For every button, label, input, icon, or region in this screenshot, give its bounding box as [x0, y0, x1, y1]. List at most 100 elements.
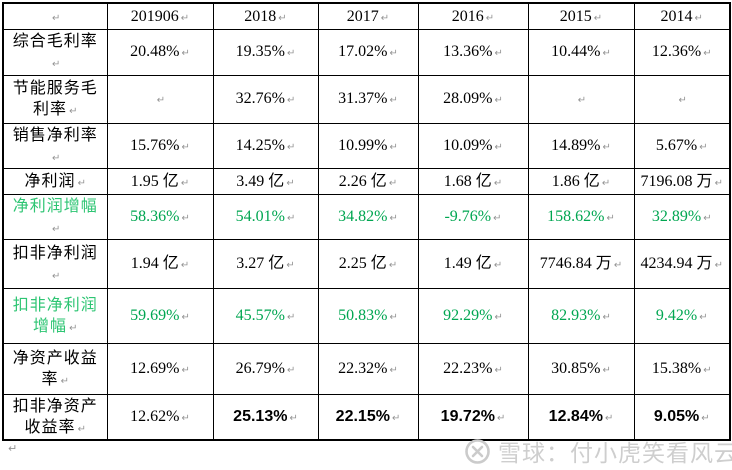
table-row-non-gaap-roe: 扣非净资产收益率 ↵ 12.62% ↵ 25.13% ↵ 22.15% ↵ 19.72%… [2, 393, 731, 441]
cell-value: 15.38% [651, 360, 702, 378]
cell-value: 14.25% [235, 137, 285, 155]
line-break-mark-icon: ↵ [699, 142, 708, 154]
cell-value: 5.67% [655, 137, 698, 155]
value-cell: 9.05% ↵ [633, 393, 731, 441]
value-cell: 82.93% ↵ [527, 287, 635, 344]
cell-value: 59.69% [130, 307, 180, 325]
line-break-mark-icon: ↵ [602, 365, 611, 377]
value-cell: 17.02% ↵ [317, 28, 419, 76]
cell-value: 58.36% [130, 208, 180, 226]
value-cell: 10.09% ↵ [417, 122, 529, 169]
value-cell: 20.48% ↵ [106, 28, 214, 76]
table-row-net-profit-growth: 净利润增幅↵ 58.36% ↵ 54.01% ↵ 34.82% ↵ -9.76% ↵ 1… [2, 193, 731, 240]
cell-value: 1.49 亿 [443, 255, 492, 273]
line-break-mark-icon: ↵ [714, 177, 723, 189]
line-break-mark-icon: ↵ [77, 424, 86, 436]
financial-metrics-table: ↵ 201906 ↵ 2018 ↵ 2017 ↵ 2016 ↵ 2015 ↵ 2014 ↵ … [2, 2, 731, 442]
year-header-cell: 2014 ↵ [633, 2, 731, 30]
value-cell: 1.95 亿 ↵ [106, 167, 214, 195]
value-cell: 50.83% ↵ [317, 287, 419, 344]
line-break-mark-icon: ↵ [52, 59, 61, 70]
line-break-mark-icon: ↵ [181, 365, 190, 377]
line-break-mark-icon: ↵ [602, 142, 611, 154]
table-row-energy-service-margin: 节能服务毛利率 ↵ ↵ 32.76% ↵ 31.37% ↵ 28.09% ↵ ↵ ↵ [2, 74, 731, 124]
cell-value: 1.94 亿 [130, 255, 179, 273]
cell-value: 9.05% [653, 408, 700, 426]
cell-value: 1.68 亿 [443, 172, 492, 190]
line-break-mark-icon: ↵ [278, 12, 287, 24]
row-label: 销售净利率 ↵ [2, 122, 108, 169]
cell-value: 13.36% [443, 43, 493, 61]
line-break-mark-icon: ↵ [77, 177, 86, 189]
value-cell: 15.76% ↵ [106, 122, 214, 169]
cell-value: 9.42% [655, 307, 698, 325]
line-break-mark-icon: ↵ [286, 260, 295, 272]
line-break-mark-icon: ↵ [60, 375, 69, 387]
cell-value: 1.95 亿 [130, 172, 179, 190]
row-label-text: 扣非净利润增幅 [12, 296, 98, 335]
cell-value: 22.23% [443, 360, 493, 378]
cell-value: 22.15% [335, 408, 390, 426]
cell-value: 26.79% [235, 360, 285, 378]
value-cell: 3.27 亿 ↵ [212, 238, 319, 289]
cell-value: 3.49 亿 [236, 172, 285, 190]
cell-value: 20.48% [130, 43, 180, 61]
line-break-mark-icon: ↵ [494, 312, 503, 324]
line-break-mark-icon: ↵ [181, 48, 190, 60]
value-cell: 5.67% ↵ [633, 122, 731, 169]
line-break-mark-icon: ↵ [286, 365, 296, 377]
cell-value: 54.01% [235, 208, 285, 226]
table-row-gross-margin: 综合毛利率↵ 20.48% ↵ 19.35% ↵ 17.02% ↵ 13.36% ↵ 1… [2, 28, 731, 76]
year-label: 2016 [451, 7, 484, 25]
line-break-mark-icon: ↵ [494, 365, 503, 377]
cell-value: 3.27 亿 [236, 255, 285, 273]
value-cell: 45.57% ↵ [212, 287, 319, 344]
line-break-mark-icon: ↵ [494, 48, 503, 60]
line-break-mark-icon: ↵ [694, 12, 703, 24]
cell-value: 17.02% [338, 43, 388, 61]
line-break-mark-icon: ↵ [181, 142, 190, 154]
value-cell: 22.15% ↵ [317, 393, 419, 441]
table-row-net-profit: 净利润 ↵ 1.95 亿 ↵ 3.49 亿 ↵ 2.26 亿 ↵ 1.68 亿 ↵ 1.8… [2, 167, 731, 195]
year-header-cell: 2015 ↵ [527, 2, 635, 30]
value-cell: 59.69% ↵ [106, 287, 214, 344]
cell-value: 32.89% [651, 208, 702, 226]
line-break-mark-icon: ↵ [380, 12, 390, 24]
line-break-mark-icon: ↵ [180, 260, 190, 272]
value-cell: 31.37% ↵ [317, 74, 419, 124]
line-break-mark-icon: ↵ [286, 213, 296, 225]
row-label-text: 净利润增幅 [12, 197, 98, 215]
line-break-mark-icon: ↵ [493, 177, 503, 189]
value-cell: 32.89% ↵ [633, 193, 731, 240]
value-cell: 3.49 亿 ↵ [212, 167, 319, 195]
line-break-mark-icon: ↵ [289, 413, 298, 425]
value-cell: 30.85% ↵ [527, 342, 635, 395]
row-label: 净资产收益率 ↵ [2, 342, 108, 395]
cell-value: 50.83% [338, 307, 388, 325]
row-label: 扣非净资产收益率 ↵ [2, 393, 108, 441]
line-break-mark-icon: ↵ [181, 413, 190, 425]
line-break-mark-icon: ↵ [389, 142, 398, 154]
year-label: 2018 [244, 7, 277, 25]
value-cell: -9.76% ↵ [417, 193, 529, 240]
value-cell: 54.01% ↵ [212, 193, 319, 240]
line-break-mark-icon: ↵ [699, 312, 708, 324]
line-break-mark-icon: ↵ [493, 213, 502, 225]
value-cell: 10.99% ↵ [317, 122, 419, 169]
row-label: 节能服务毛利率 ↵ [2, 74, 108, 124]
row-label-text: 净利润 [24, 172, 76, 190]
value-cell: 25.13% ↵ [212, 393, 319, 441]
value-cell: ↵ [633, 74, 731, 124]
line-break-mark-icon: ↵ [388, 260, 398, 272]
line-break-mark-icon: ↵ [52, 152, 61, 164]
table-row-roe: 净资产收益率 ↵ 12.69% ↵ 26.79% ↵ 22.32% ↵ 22.23% ↵ … [2, 342, 731, 395]
cell-value: 12.84% [548, 408, 603, 426]
line-break-mark-icon: ↵ [286, 177, 295, 189]
row-label-text: 扣非净利润 [12, 244, 98, 262]
value-cell: ↵ [527, 74, 635, 124]
row-label: 扣非净利润 ↵ [2, 238, 108, 289]
cell-value: 10.44% [551, 43, 601, 61]
value-cell: 26.79% ↵ [212, 342, 319, 395]
value-cell: 14.25% ↵ [212, 122, 319, 169]
